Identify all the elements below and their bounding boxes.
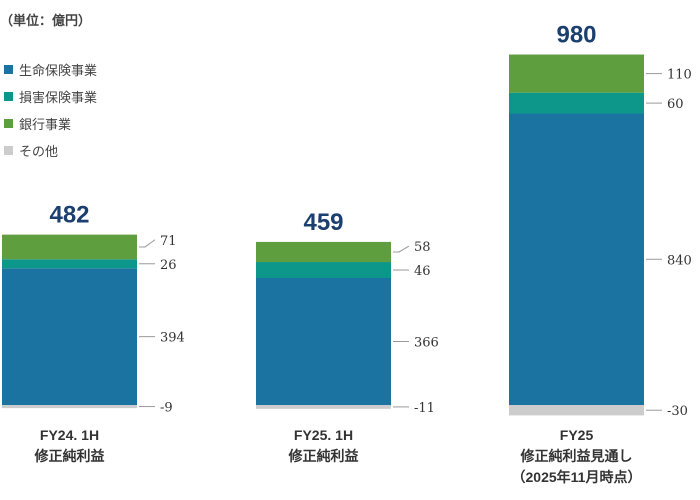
legend-swatch-banking xyxy=(4,119,13,128)
bar-segment-fy24-1h-life-insurance xyxy=(2,268,137,405)
category-label-fy25-forecast: FY25 修正純利益見通し （2025年11月時点） xyxy=(489,425,664,488)
leader-line-fy24-1h-banking xyxy=(139,239,156,248)
total-label-fy24-1h: 482 xyxy=(49,202,89,229)
bar-segment-fy24-1h-other xyxy=(2,405,137,409)
value-label-fy25-forecast-other: -30 xyxy=(667,404,688,419)
category-label-line1: FY25. 1H xyxy=(293,427,354,443)
bar-segment-fy25-forecast-life-insurance xyxy=(509,113,644,406)
legend-swatch-other xyxy=(4,146,13,155)
legend-item-non-life-insurance: 損害保険事業 xyxy=(4,83,97,110)
legend: 生命保険事業 損害保険事業 銀行事業 その他 xyxy=(4,56,97,164)
value-label-fy25-1h-other: -11 xyxy=(414,401,435,416)
value-label-fy25-1h-banking: 58 xyxy=(414,240,431,255)
category-label-line1: FY25 xyxy=(559,427,594,443)
bar-segment-fy25-forecast-other xyxy=(509,405,644,416)
value-label-fy25-1h-non-life-insurance: 46 xyxy=(414,264,431,279)
value-label-fy24-1h-banking: 71 xyxy=(160,234,177,249)
value-label-fy25-1h-life-insurance: 366 xyxy=(414,335,439,350)
leader-line-fy25-1h-banking xyxy=(393,245,410,253)
unit-label: （単位：億円） xyxy=(0,13,92,28)
bar-segment-fy25-1h-non-life-insurance xyxy=(256,262,391,278)
value-label-fy25-forecast-non-life-insurance: 60 xyxy=(667,97,684,112)
legend-swatch-life-insurance xyxy=(4,65,13,74)
bar-segment-fy25-forecast-banking xyxy=(509,54,644,93)
legend-label-other: その他 xyxy=(19,144,59,159)
legend-label-banking: 銀行事業 xyxy=(19,117,72,132)
category-label-line1: FY24. 1H xyxy=(39,427,100,443)
value-label-fy24-1h-life-insurance: 394 xyxy=(160,331,185,346)
total-label-fy25-forecast: 980 xyxy=(556,22,596,49)
value-label-fy25-forecast-life-insurance: 840 xyxy=(667,253,692,268)
bar-segment-fy25-1h-other xyxy=(256,405,391,409)
bar-segment-fy25-1h-banking xyxy=(256,241,391,263)
bar-segment-fy25-forecast-non-life-insurance xyxy=(509,92,644,114)
category-label-line2: 修正純利益 xyxy=(288,448,359,464)
legend-label-life-insurance: 生命保険事業 xyxy=(19,63,98,78)
legend-label-non-life-insurance: 損害保険事業 xyxy=(19,90,98,105)
category-label-fy24-1h: FY24. 1H 修正純利益 xyxy=(0,425,157,467)
category-label-line3: （2025年11月時点） xyxy=(511,469,642,485)
legend-item-other: その他 xyxy=(4,137,97,164)
bar-segment-fy24-1h-non-life-insurance xyxy=(2,259,137,269)
total-label-fy25-1h: 459 xyxy=(303,209,343,236)
category-label-line2: 修正純利益見通し xyxy=(520,448,633,464)
value-label-fy24-1h-non-life-insurance: 26 xyxy=(160,258,177,273)
legend-swatch-non-life-insurance xyxy=(4,92,13,101)
category-label-line2: 修正純利益 xyxy=(34,448,105,464)
legend-item-banking: 銀行事業 xyxy=(4,110,97,137)
category-label-fy25-1h: FY25. 1H 修正純利益 xyxy=(236,425,411,467)
legend-item-life-insurance: 生命保険事業 xyxy=(4,56,97,83)
bar-segment-fy25-1h-life-insurance xyxy=(256,277,391,405)
value-label-fy24-1h-other: -9 xyxy=(160,401,173,416)
value-label-fy25-forecast-banking: 110 xyxy=(667,68,692,83)
bar-segment-fy24-1h-banking xyxy=(2,234,137,260)
